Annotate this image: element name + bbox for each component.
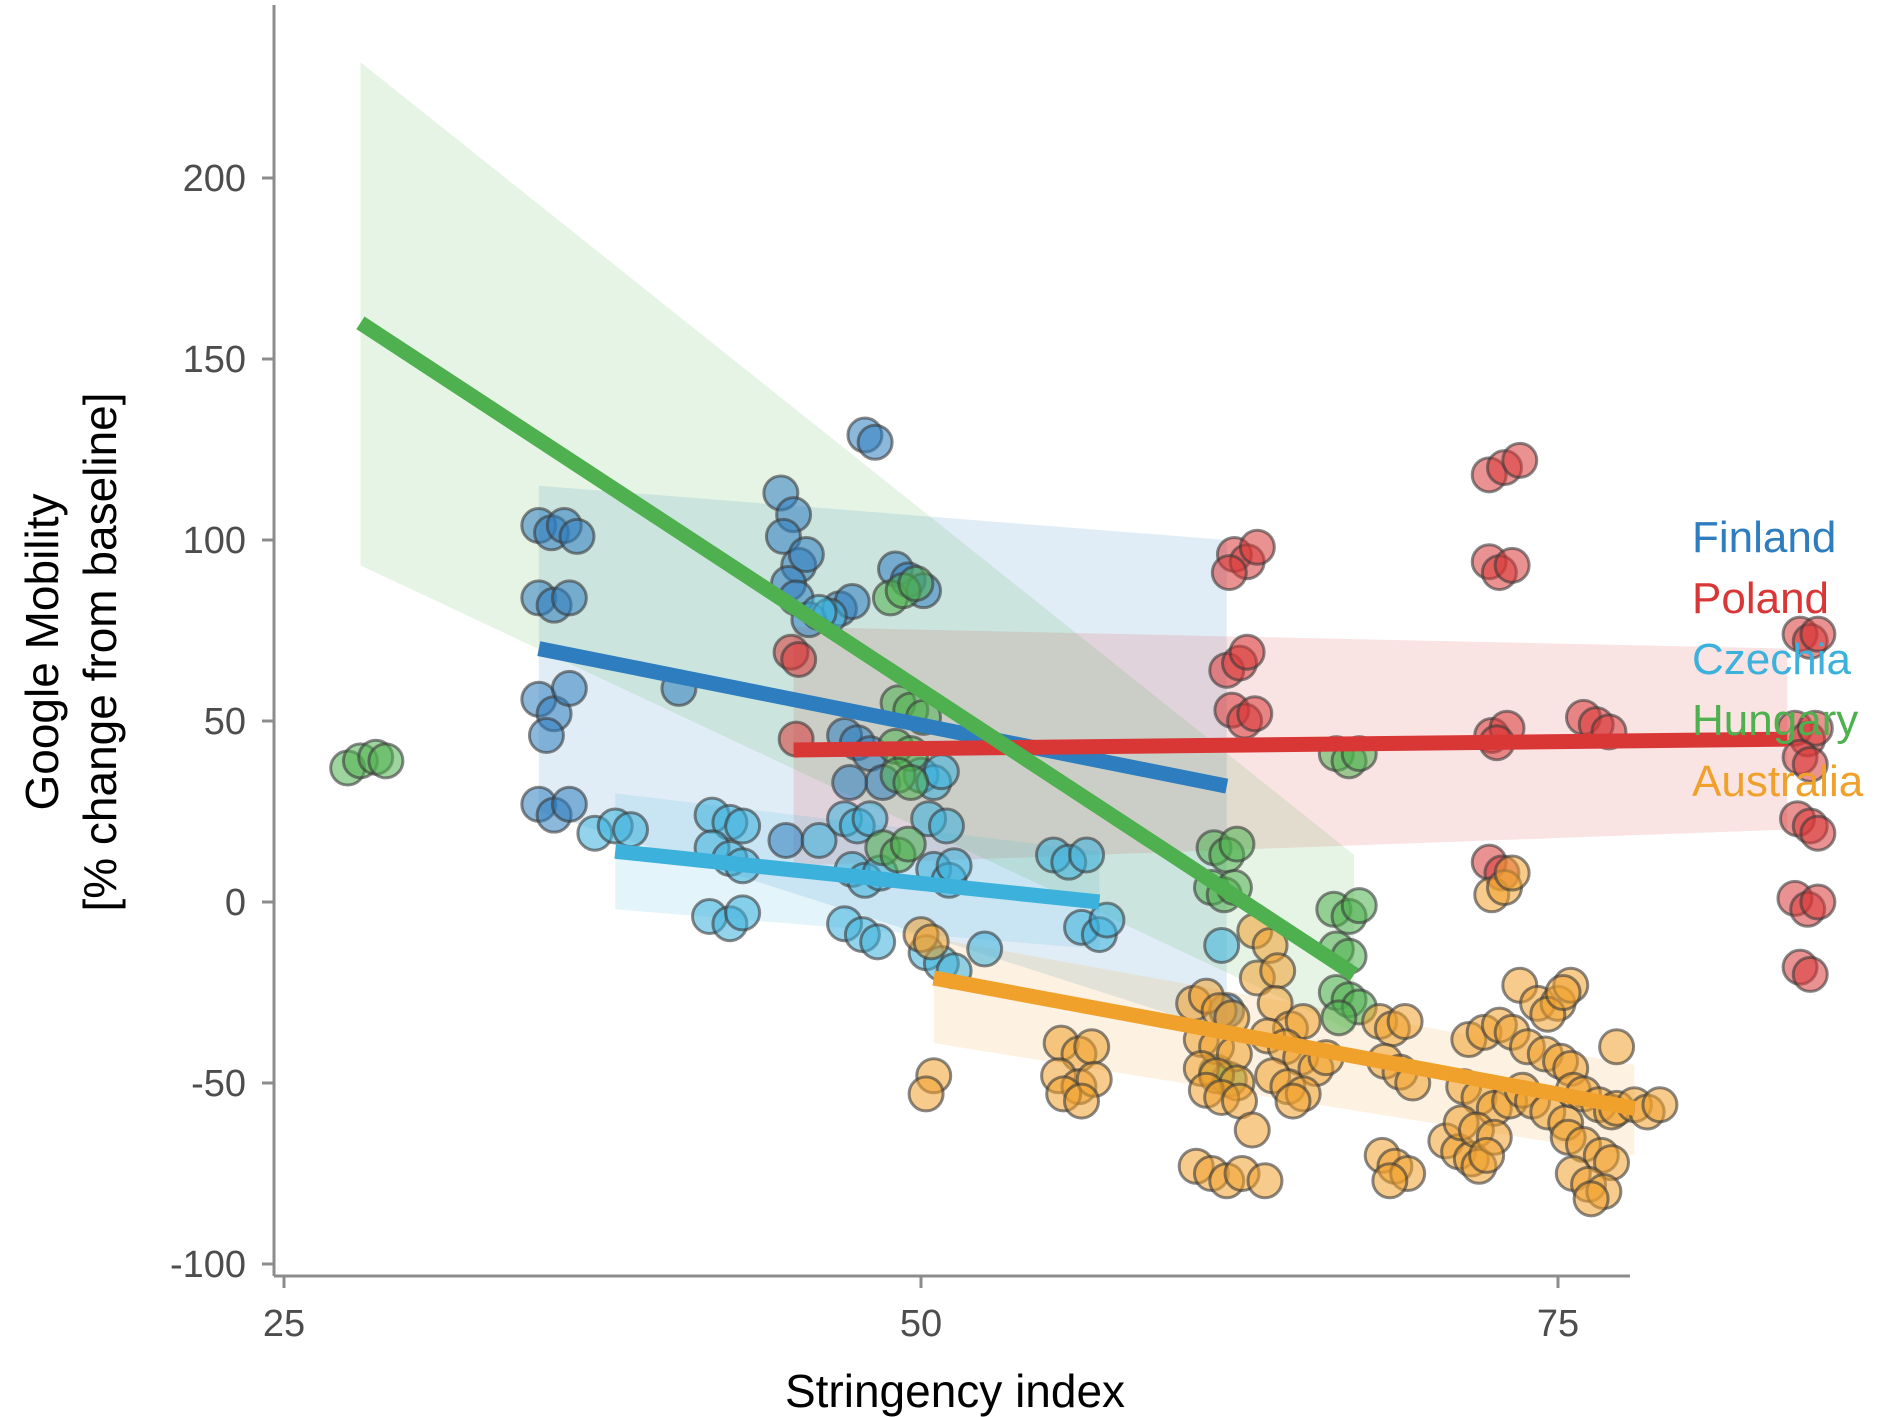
legend-item-finland: Finland — [1692, 513, 1836, 562]
point-czechia — [859, 923, 897, 961]
point-finland — [550, 785, 588, 823]
point-czechia — [800, 821, 838, 859]
point-poland — [1501, 441, 1539, 479]
legend-item-czechia: Czechia — [1692, 635, 1851, 684]
point-australia — [1284, 1002, 1322, 1040]
point-hungary — [367, 742, 405, 780]
point-australia — [912, 923, 950, 961]
point-australia — [1493, 854, 1531, 892]
point-australia — [1073, 1028, 1111, 1066]
legend-item-australia: Australia — [1692, 757, 1864, 806]
point-australia — [1544, 974, 1582, 1011]
point-finland — [856, 423, 894, 461]
point-finland — [787, 535, 825, 573]
point-hungary — [889, 825, 927, 863]
point-czechia — [724, 894, 762, 932]
point-finland — [558, 517, 596, 555]
point-hungary — [892, 764, 930, 802]
point-hungary — [897, 564, 935, 602]
point-australia — [1468, 1136, 1506, 1174]
point-finland — [550, 579, 588, 617]
point-poland — [1210, 554, 1248, 592]
x-tick-label: 50 — [900, 1303, 942, 1345]
point-poland — [1228, 633, 1266, 671]
point-australia — [1386, 1002, 1424, 1040]
x-ticks: 25 50 75 — [263, 1276, 1579, 1345]
point-australia — [1246, 1162, 1284, 1200]
point-australia — [1259, 952, 1297, 990]
point-finland — [831, 764, 869, 802]
point-czechia — [1088, 901, 1126, 939]
legend-item-poland: Poland — [1692, 574, 1829, 623]
y-tick-label: 50 — [204, 701, 246, 743]
y-tick-label: 0 — [225, 882, 246, 924]
point-poland — [1236, 695, 1274, 733]
point-hungary — [1320, 999, 1358, 1037]
point-poland — [1796, 709, 1834, 747]
point-czechia — [966, 930, 1004, 968]
point-australia — [1274, 1082, 1312, 1120]
data-points — [329, 416, 1837, 1218]
point-poland — [1791, 745, 1829, 783]
point-hungary — [1340, 887, 1378, 925]
point-czechia — [927, 807, 965, 845]
point-czechia — [922, 753, 960, 791]
point-czechia — [1203, 926, 1241, 964]
point-finland — [550, 669, 588, 707]
y-tick-label: 100 — [183, 520, 246, 562]
point-poland — [1493, 546, 1531, 584]
y-tick-label: -100 — [170, 1244, 246, 1286]
x-tick-label: 75 — [1537, 1303, 1579, 1345]
y-tick-label: 200 — [183, 158, 246, 200]
point-hungary — [1218, 825, 1256, 863]
x-axis-title: Stringency index — [785, 1365, 1125, 1417]
point-finland — [527, 716, 565, 754]
point-australia — [1641, 1086, 1679, 1124]
point-czechia — [612, 811, 650, 849]
point-czechia — [935, 847, 973, 885]
point-poland — [1799, 883, 1837, 921]
fit-line-poland — [793, 731, 1788, 758]
x-tick-label: 25 — [263, 1303, 305, 1345]
fit-line-czechia — [614, 843, 1101, 910]
point-poland — [1799, 615, 1837, 653]
y-axis-title-line-2: [% change from baseline] — [74, 392, 126, 911]
point-czechia — [724, 807, 762, 845]
point-australia — [1598, 1028, 1636, 1066]
legend: Finland Poland Czechia Hungary Australia — [1692, 513, 1864, 806]
point-australia — [1572, 1180, 1610, 1218]
point-australia — [1063, 1082, 1101, 1120]
point-australia — [1233, 1111, 1271, 1149]
point-czechia — [1068, 836, 1106, 874]
point-australia — [1371, 1162, 1409, 1200]
point-australia — [907, 1075, 945, 1113]
point-finland — [767, 821, 805, 859]
y-tick-label: 150 — [183, 339, 246, 381]
y-axis-title: Google Mobility [% change from baseline] — [16, 392, 126, 911]
point-poland — [1238, 528, 1276, 566]
point-poland — [1791, 955, 1829, 993]
band-hungary — [360, 62, 1355, 1033]
fit-line-hungary — [356, 316, 1359, 981]
axes: 200 150 100 50 0 -50 -100 25 50 75 — [170, 5, 1630, 1345]
y-axis-title-line-1: Google Mobility — [16, 493, 68, 810]
y-tick-label: -50 — [191, 1063, 246, 1105]
point-poland — [1799, 814, 1837, 852]
fit-lines — [356, 316, 1788, 1116]
point-poland — [780, 640, 818, 678]
y-ticks: 200 150 100 50 0 -50 -100 — [170, 158, 274, 1286]
fit-line-australia — [932, 970, 1636, 1116]
legend-item-hungary: Hungary — [1692, 696, 1858, 745]
fit-line-finland — [537, 641, 1229, 794]
